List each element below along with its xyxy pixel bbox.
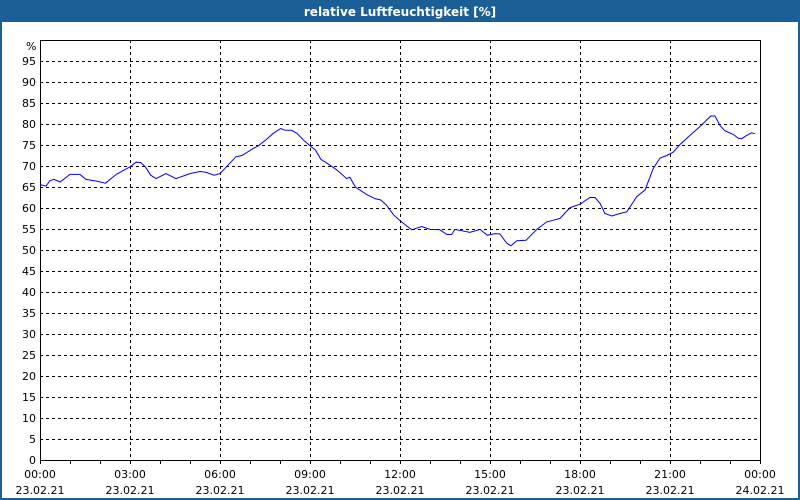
y-tick-label: 10 xyxy=(22,412,36,425)
y-tick-label: 50 xyxy=(22,244,36,257)
x-tick-time: 06:00 xyxy=(204,468,236,481)
x-tick-date: 23.02.21 xyxy=(286,484,335,497)
y-tick-label: 45 xyxy=(22,265,36,278)
x-tick-time: 12:00 xyxy=(384,468,416,481)
y-tick-label: 0 xyxy=(29,454,36,467)
x-tick-time: 21:00 xyxy=(654,468,686,481)
y-axis-unit-label: % xyxy=(26,40,36,53)
y-tick-label: 30 xyxy=(22,328,36,341)
y-tick-label: 60 xyxy=(22,202,36,215)
y-tick-label: 90 xyxy=(22,76,36,89)
plot-frame xyxy=(40,40,761,461)
x-tick-date: 23.02.21 xyxy=(466,484,515,497)
y-tick-label: 15 xyxy=(22,391,36,404)
humidity-line xyxy=(39,115,756,247)
x-tick-date: 23.02.21 xyxy=(16,484,65,497)
x-tick-time: 09:00 xyxy=(294,468,326,481)
y-tick-label: 80 xyxy=(22,118,36,131)
y-tick-label: 75 xyxy=(22,139,36,152)
y-tick-label: 95 xyxy=(22,55,36,68)
x-tick-time: 00:00 xyxy=(24,468,56,481)
x-tick-date: 23.02.21 xyxy=(196,484,245,497)
x-tick-time: 15:00 xyxy=(474,468,506,481)
y-tick-label: 85 xyxy=(22,97,36,110)
tick-labels: 0 5 10 15 20 25 30 35 40 45 50 55 60 65 70 75 80 85 90 95 00… xyxy=(16,55,785,497)
y-tick-label: 25 xyxy=(22,349,36,362)
y-tick-label: 35 xyxy=(22,307,36,320)
y-tick-label: 55 xyxy=(22,223,36,236)
x-tick-time: 03:00 xyxy=(114,468,146,481)
x-tick-date: 24.02.21 xyxy=(736,484,785,497)
x-tick-date: 23.02.21 xyxy=(556,484,605,497)
y-tick-label: 65 xyxy=(22,181,36,194)
window-title: relative Luftfeuchtigkeit [%] xyxy=(2,2,798,22)
y-tick-label: 40 xyxy=(22,286,36,299)
x-tick-date: 23.02.21 xyxy=(106,484,155,497)
y-tick-label: 20 xyxy=(22,370,36,383)
x-tick-time: 00:00 xyxy=(744,468,776,481)
grid xyxy=(40,40,760,460)
y-tick-label: 70 xyxy=(22,160,36,173)
x-tick-date: 23.02.21 xyxy=(376,484,425,497)
x-tick-time: 18:00 xyxy=(564,468,596,481)
axes xyxy=(40,40,761,464)
x-tick-date: 23.02.21 xyxy=(646,484,695,497)
y-tick-label: 5 xyxy=(29,433,36,446)
